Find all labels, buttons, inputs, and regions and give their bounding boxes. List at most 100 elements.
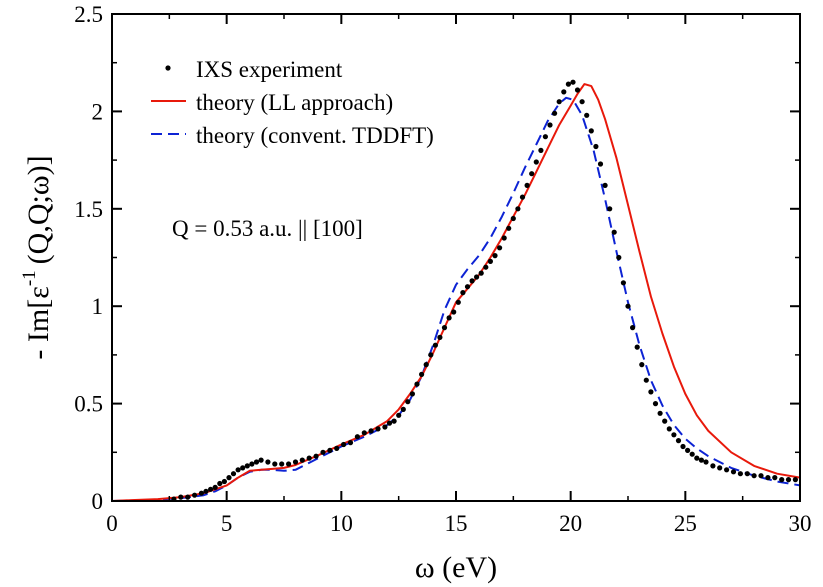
x-tick-label: 0 [106, 511, 118, 536]
data-point [478, 270, 484, 276]
data-point [710, 463, 716, 469]
data-point [565, 81, 572, 87]
data-point [306, 455, 312, 461]
data-point [221, 478, 227, 485]
data-point [208, 486, 214, 492]
y-axis-title-prefix: - Im[ε [22, 286, 55, 359]
data-point [299, 457, 305, 463]
legend-label-tddft: theory (convent. TDDFT) [196, 123, 434, 148]
y-tick-label: 1.5 [74, 197, 103, 222]
data-point [680, 443, 686, 450]
data-point [616, 254, 622, 261]
data-point [428, 352, 434, 358]
data-point [386, 420, 393, 426]
data-point [533, 159, 539, 165]
data-point [524, 182, 530, 188]
data-point [292, 459, 299, 465]
data-point [593, 143, 599, 150]
data-point [212, 484, 218, 490]
data-point [529, 171, 535, 177]
data-point [519, 194, 526, 200]
data-point [662, 418, 668, 424]
data-point [556, 99, 562, 105]
data-point [354, 434, 360, 440]
data-point [341, 441, 347, 448]
data-point [405, 399, 411, 405]
x-tick-label: 10 [330, 511, 353, 536]
data-point [226, 475, 232, 481]
q-annotation: Q = 0.53 a.u. || [100] [172, 216, 363, 241]
data-point [751, 473, 757, 479]
data-point [249, 461, 255, 467]
x-tick-label: 30 [789, 511, 812, 536]
y-axis-title-suffix: (Q,Q;ω)] [22, 155, 55, 264]
data-point [286, 461, 292, 467]
x-tick-label: 20 [559, 511, 582, 536]
data-point [483, 264, 489, 270]
data-point [620, 280, 627, 286]
data-point [441, 325, 448, 331]
data-point [391, 418, 397, 424]
data-point [437, 334, 443, 340]
data-point [361, 430, 367, 436]
data-point [451, 309, 457, 315]
series-line-ll [111, 83, 801, 502]
data-point [584, 112, 590, 118]
data-point [737, 471, 744, 477]
data-point [547, 122, 553, 128]
legend-label-ixs: IXS experiment [196, 57, 343, 82]
data-point [717, 465, 723, 471]
data-point [375, 426, 381, 432]
series-layer [111, 79, 801, 502]
data-point [244, 463, 250, 469]
data-point [320, 449, 326, 455]
data-point [198, 490, 204, 496]
data-point [178, 494, 184, 500]
data-point [675, 438, 682, 444]
data-point [625, 303, 631, 309]
data-point [400, 406, 406, 412]
data-point [347, 440, 354, 446]
data-point [779, 477, 785, 483]
tick-layer: 0 5 10 15 20 25 30 0 0.5 1 1.5 2 2.5 [74, 2, 811, 536]
data-point [510, 215, 516, 222]
data-point [258, 457, 264, 463]
data-point [203, 488, 209, 494]
data-point [414, 381, 420, 387]
data-point [474, 274, 480, 280]
data-point [648, 389, 654, 395]
data-point [639, 362, 645, 368]
data-point [455, 299, 461, 305]
data-point [643, 377, 649, 383]
data-point [671, 432, 677, 438]
data-point [765, 475, 771, 481]
data-point [240, 465, 246, 471]
data-point [334, 445, 340, 451]
y-tick-label: 1 [92, 294, 104, 319]
x-tick-label: 5 [221, 511, 233, 536]
data-point [574, 87, 581, 93]
data-point [272, 461, 278, 467]
data-point [464, 284, 471, 290]
data-point [409, 391, 415, 397]
y-axis-title-superscript: -1 [19, 270, 40, 286]
data-point [217, 480, 223, 487]
data-point [265, 459, 271, 465]
data-point [432, 342, 438, 348]
data-point [744, 471, 750, 477]
data-point [230, 471, 237, 477]
data-point [698, 457, 705, 463]
data-point [185, 494, 191, 500]
data-point [487, 258, 493, 264]
data-point [368, 428, 374, 434]
data-point [552, 110, 558, 116]
data-point [192, 492, 198, 498]
data-point [423, 362, 429, 368]
data-point [685, 447, 691, 453]
data-point [446, 315, 452, 321]
data-point [630, 325, 636, 331]
data-point [607, 206, 613, 212]
data-point [515, 206, 521, 212]
